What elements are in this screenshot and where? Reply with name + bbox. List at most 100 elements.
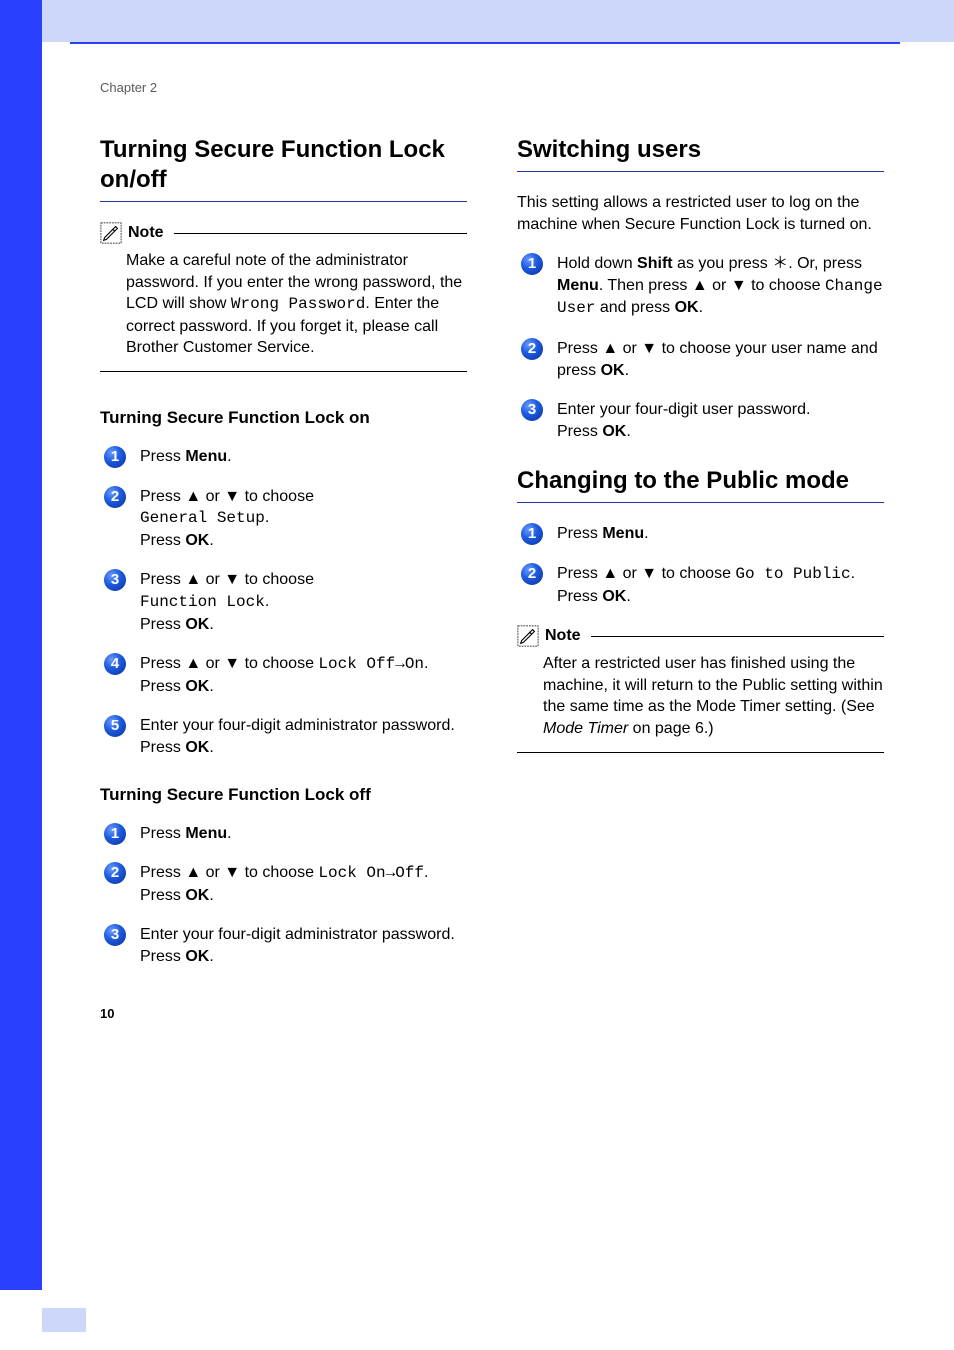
step-text: Press (140, 948, 185, 965)
subhead-lock-off: Turning Secure Function Lock off (100, 785, 467, 805)
step: Press ▲ or ▼ to choose Go to Public. Pre… (517, 563, 884, 607)
step-text: Press (557, 588, 602, 605)
step: Press ▲ or ▼ to choose General Setup. Pr… (100, 486, 467, 552)
step-text: Press ▲ or ▼ to choose (140, 864, 318, 881)
pencil-note-icon (100, 222, 122, 244)
step: Press Menu. (517, 523, 884, 545)
step-text: . (209, 948, 213, 965)
step-text: Press (140, 532, 185, 549)
step-text: Press (140, 678, 185, 695)
step: Enter your four-digit user password. Pre… (517, 399, 884, 442)
section-rule (517, 171, 884, 172)
step-text: Hold down (557, 255, 637, 272)
step-text: Press (557, 525, 602, 542)
left-column: Turning Secure Function Lock on/off Note… (100, 135, 467, 985)
step-code: Lock Off→On (318, 655, 424, 673)
step-bold: Menu (185, 825, 227, 842)
step-text: Press ▲ or ▼ to choose (140, 488, 314, 505)
step-text: . (209, 532, 213, 549)
step-text: . (265, 593, 269, 610)
step: Enter your four-digit administrator pass… (100, 924, 467, 967)
step-text: . (209, 739, 213, 756)
step-bold: OK (185, 739, 209, 756)
subhead-lock-on: Turning Secure Function Lock on (100, 408, 467, 428)
step-text: . (644, 525, 648, 542)
step-bold: OK (602, 423, 626, 440)
note-code: Wrong Password (231, 295, 365, 313)
step: Press ▲ or ▼ to choose Lock Off→On. Pres… (100, 653, 467, 697)
note-body: After a restricted user has finished usi… (517, 653, 884, 739)
step-bold: OK (185, 532, 209, 549)
note-text-post: on page 6.) (628, 720, 713, 737)
step-text: Enter your four-digit user password. (557, 401, 810, 418)
step-bold: OK (185, 948, 209, 965)
step-text: Press (557, 423, 602, 440)
step-text: . (625, 362, 629, 379)
steps-lock-on: Press Menu. Press ▲ or ▼ to choose Gener… (100, 446, 467, 759)
section-heading-lock-onoff: Turning Secure Function Lock on/off (100, 135, 467, 195)
step-text: Press (140, 448, 185, 465)
step-text: . (424, 655, 428, 672)
step-text: . Then press ▲ or ▼ to choose (599, 277, 825, 294)
step-bold: Menu (185, 448, 227, 465)
page-number: 10 (100, 1006, 114, 1021)
note-italic: Mode Timer (543, 720, 628, 737)
step-text: . (699, 299, 703, 316)
step: Press ▲ or ▼ to choose your user name an… (517, 338, 884, 381)
step-text: Press ▲ or ▼ to choose (140, 571, 314, 588)
step: Enter your four-digit administrator pass… (100, 715, 467, 758)
note-box: Note After a restricted user has finishe… (517, 625, 884, 762)
step-text: Press (140, 887, 185, 904)
step-bold: OK (601, 362, 625, 379)
step-code: Function Lock (140, 593, 265, 611)
note-body: Make a careful note of the administrator… (100, 250, 467, 359)
chapter-label: Chapter 2 (100, 80, 884, 95)
step-text: . (209, 887, 213, 904)
step-text: . (851, 565, 855, 582)
step-text: Press ▲ or ▼ to choose (140, 655, 318, 672)
section-heading-public-mode: Changing to the Public mode (517, 466, 884, 496)
steps-switching-users: Hold down Shift as you press ＊. Or, pres… (517, 253, 884, 442)
step-text: Press (140, 616, 185, 633)
step-bold: OK (602, 588, 626, 605)
note-text-pre: After a restricted user has finished usi… (543, 655, 883, 715)
step-bold: OK (675, 299, 699, 316)
step-text: . (209, 678, 213, 695)
note-header: Note (100, 222, 467, 244)
step: Press ▲ or ▼ to choose Function Lock. Pr… (100, 569, 467, 635)
step-text: . (227, 448, 231, 465)
step-code: General Setup (140, 509, 265, 527)
step-bold: OK (185, 616, 209, 633)
step-text: Enter your four-digit administrator pass… (140, 926, 455, 943)
two-column-layout: Turning Secure Function Lock on/off Note… (100, 135, 884, 985)
step-bold: OK (185, 678, 209, 695)
section-rule (517, 502, 884, 503)
step: Hold down Shift as you press ＊. Or, pres… (517, 253, 884, 320)
pencil-note-icon (517, 625, 539, 647)
note-label: Note (128, 224, 164, 242)
step-code: Lock On→Off (318, 864, 424, 882)
step-text: Enter your four-digit administrator pass… (140, 717, 455, 734)
note-bottom-rule (517, 752, 884, 753)
step-bold: OK (185, 887, 209, 904)
step-text: . (626, 588, 630, 605)
step-text: and press (595, 299, 674, 316)
step-text: Press (140, 825, 185, 842)
step-text: . (424, 864, 428, 881)
right-column: Switching users This setting allows a re… (517, 135, 884, 985)
note-box: Note Make a careful note of the administ… (100, 222, 467, 382)
steps-lock-off: Press Menu. Press ▲ or ▼ to choose Lock … (100, 823, 467, 968)
note-header: Note (517, 625, 884, 647)
step-bold: Menu (602, 525, 644, 542)
steps-public-mode: Press Menu. Press ▲ or ▼ to choose Go to… (517, 523, 884, 607)
footer-tab (42, 1308, 86, 1332)
step-text: . (227, 825, 231, 842)
section-heading-switching-users: Switching users (517, 135, 884, 165)
step-text: . (626, 423, 630, 440)
note-bottom-rule (100, 371, 467, 372)
step-bold: Shift (637, 255, 673, 272)
intro-paragraph: This setting allows a restricted user to… (517, 192, 884, 235)
step-bold: Menu (557, 277, 599, 294)
section-rule (100, 201, 467, 202)
step-text: Press (140, 739, 185, 756)
